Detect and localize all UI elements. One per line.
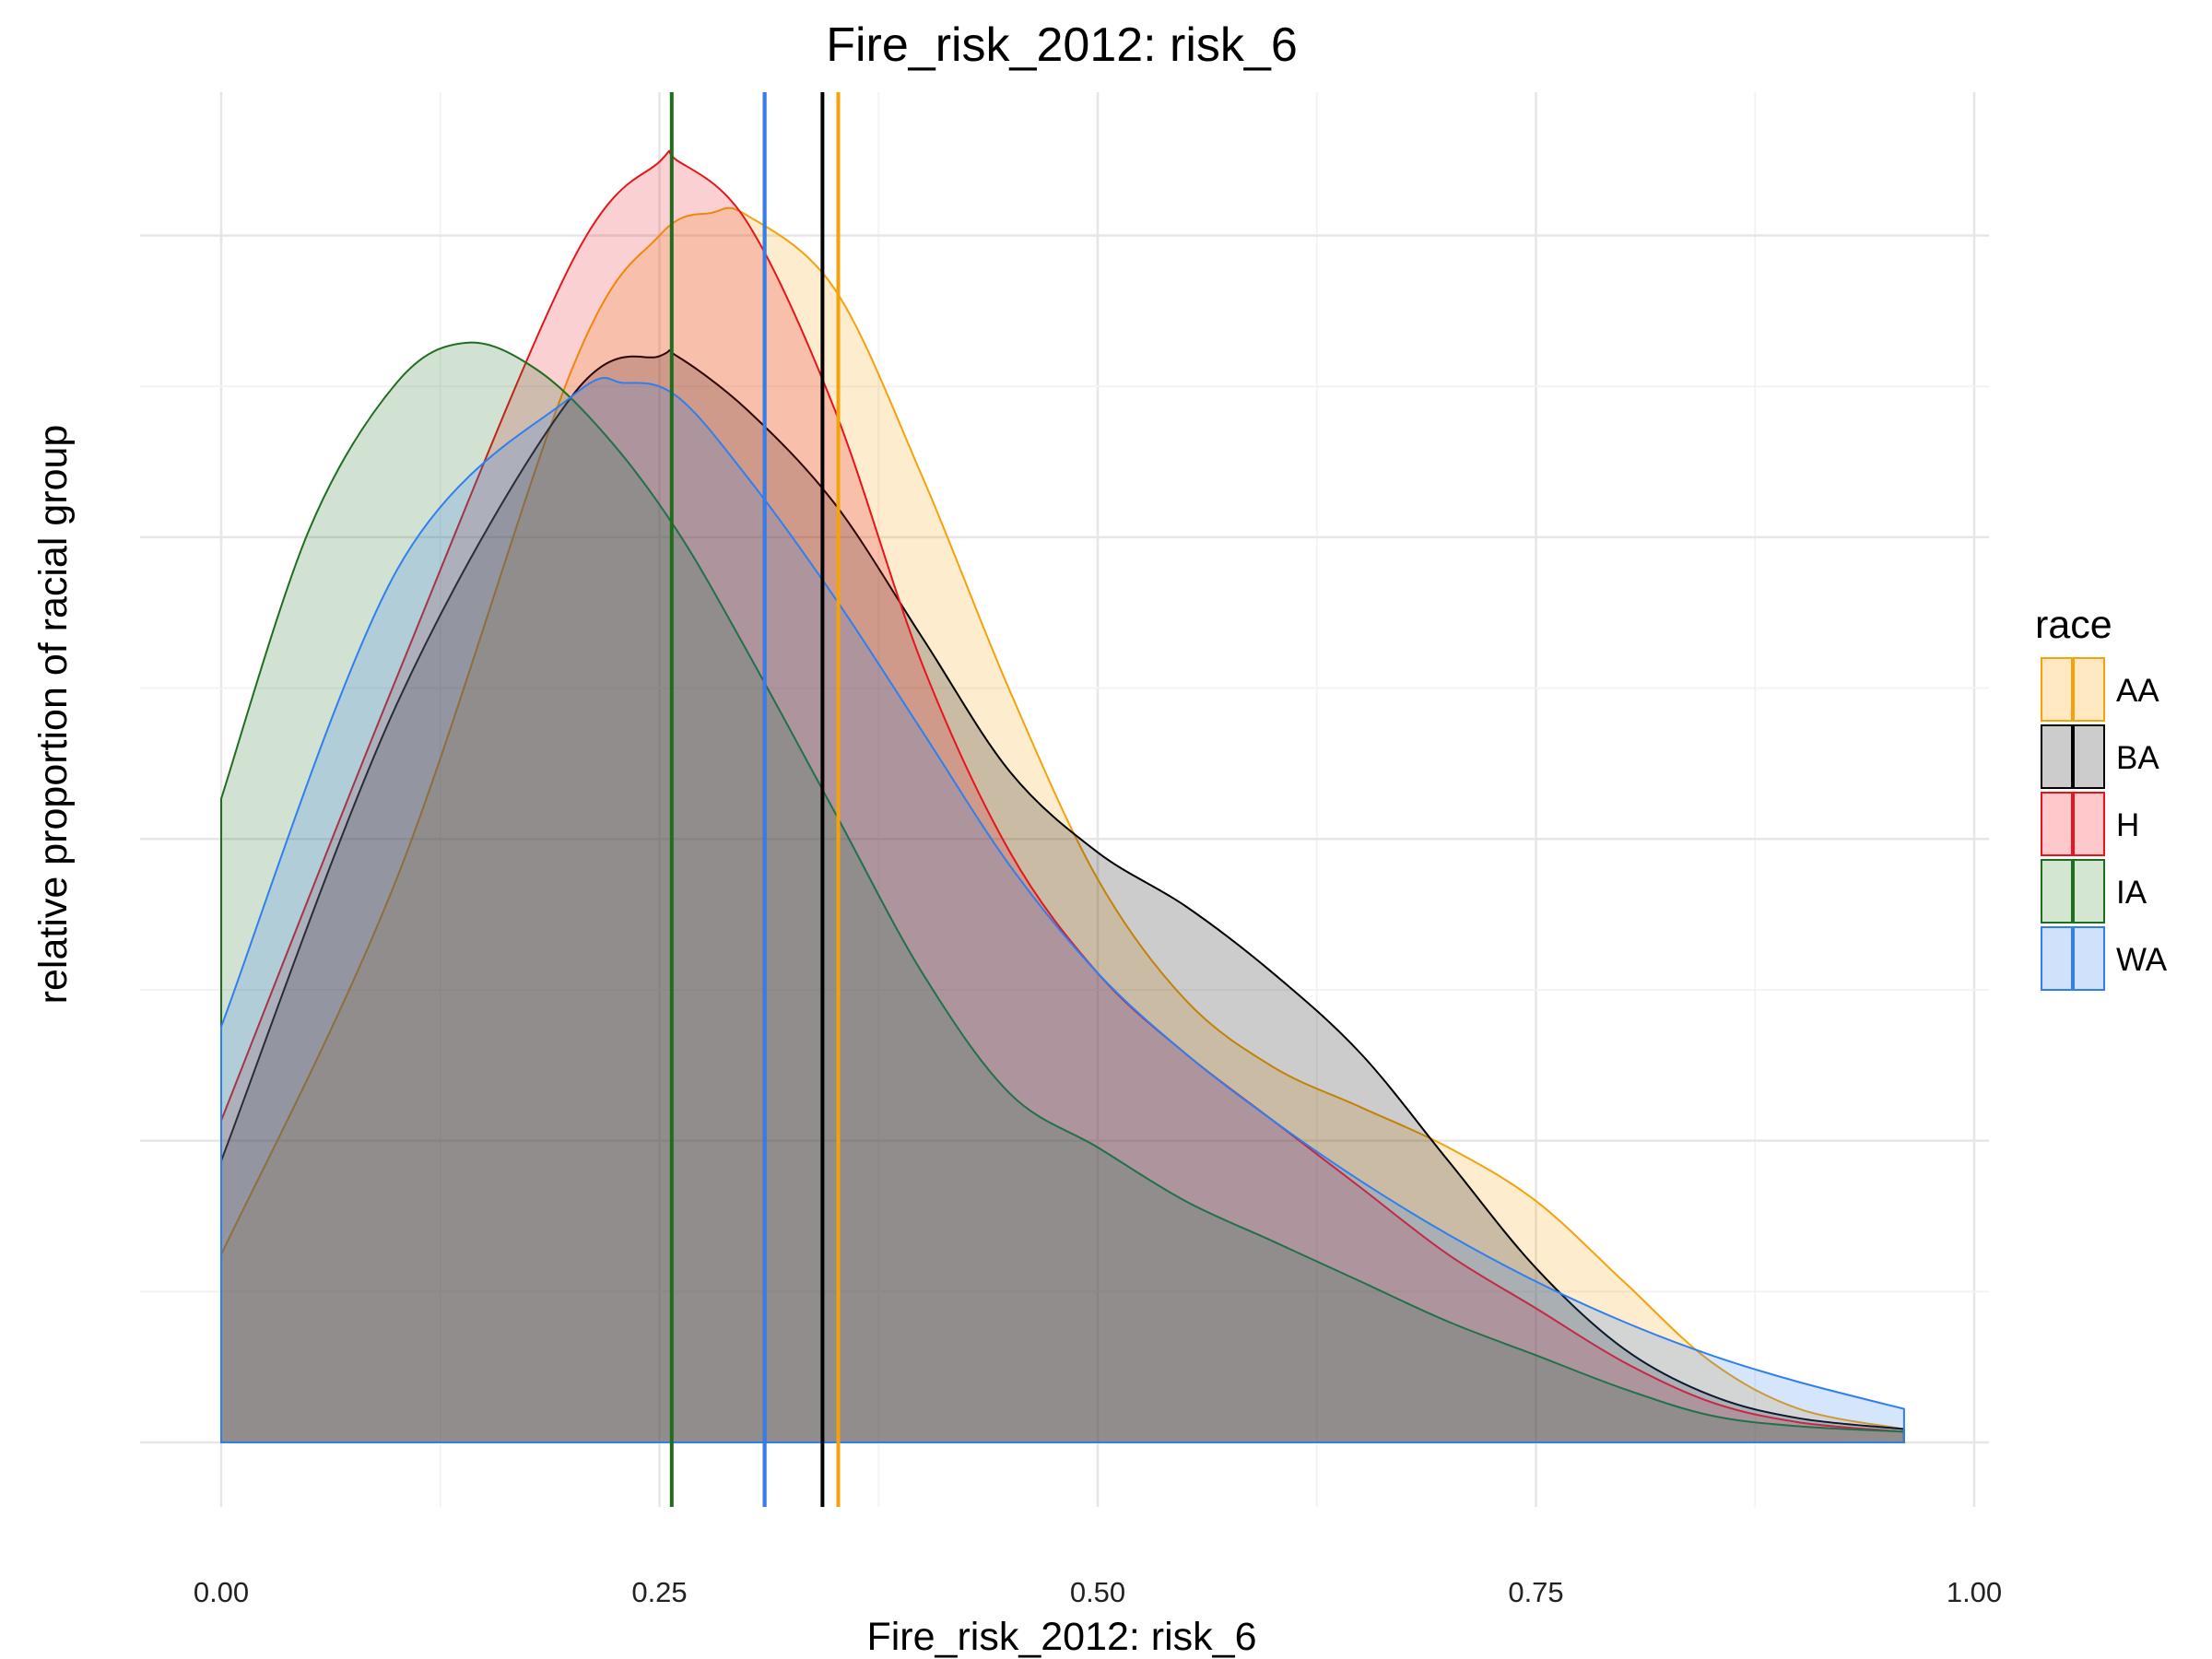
y-axis-title: relative proportion of racial group [31, 425, 76, 1005]
x-tick-label: 0.75 [1508, 1576, 1563, 1608]
density-areas [220, 149, 1905, 1443]
x-tick-label: 1.00 [1947, 1576, 2002, 1608]
legend-label-wa: WA [2116, 942, 2168, 978]
legend-items: AA BA H IA WA [2041, 657, 2168, 991]
x-tick-label: 0.50 [1070, 1576, 1125, 1608]
legend-title: race [2035, 603, 2112, 647]
legend-label-h: H [2116, 807, 2139, 843]
density-area-wa [220, 377, 1905, 1443]
mean-lines [669, 92, 841, 1507]
legend-label-ba: BA [2116, 740, 2159, 776]
x-tick-label: 0.25 [631, 1576, 687, 1608]
density-area-ia [220, 341, 1905, 1443]
density-area-ba [220, 349, 1905, 1443]
chart-title: Fire_risk_2012: risk_6 [826, 18, 1298, 72]
x-axis-ticks: 0.00 0.25 0.50 0.75 1.00 [194, 1576, 2002, 1608]
legend-label-aa: AA [2116, 673, 2159, 709]
x-tick-label: 0.00 [194, 1576, 249, 1608]
x-axis-title: Fire_risk_2012: risk_6 [866, 1615, 1256, 1659]
density-area-h [220, 149, 1905, 1443]
legend-label-ia: IA [2116, 875, 2147, 911]
legend: race AA BA H IA WA [2035, 603, 2168, 991]
